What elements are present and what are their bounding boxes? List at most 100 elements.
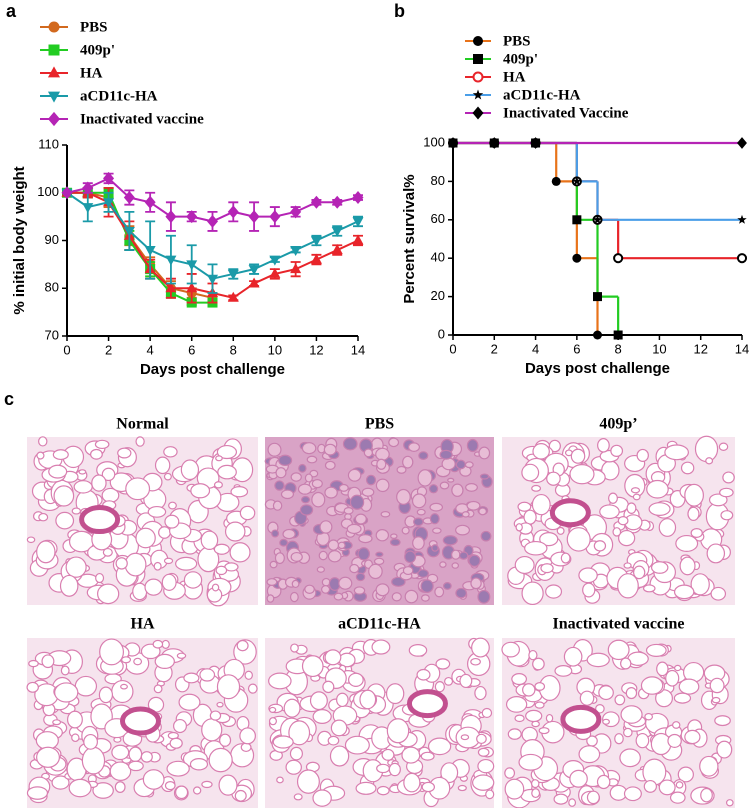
alveolus <box>645 643 667 657</box>
alveolus <box>54 682 79 703</box>
alveolus <box>280 489 295 500</box>
y-tick-label: 80 <box>45 280 59 295</box>
alveolus <box>290 472 302 482</box>
alveolus <box>434 681 445 693</box>
alveolus <box>548 439 561 453</box>
alveolus <box>481 707 493 719</box>
alveolus <box>684 729 701 745</box>
alveolus <box>708 493 728 507</box>
alveolus <box>441 457 456 471</box>
alveolus <box>421 594 430 602</box>
x-tick-label: 14 <box>351 342 365 357</box>
alveolus <box>176 652 187 659</box>
alveolus <box>239 505 256 521</box>
alveolus <box>566 527 591 552</box>
x-tick-label: 14 <box>735 341 749 356</box>
alveolus <box>41 654 55 669</box>
alveolus <box>289 591 299 603</box>
legend-marker <box>47 111 61 127</box>
histology-image <box>26 638 258 808</box>
alveolus <box>614 694 626 706</box>
alveolus <box>274 480 285 491</box>
marker <box>290 263 302 274</box>
alveolus <box>427 737 452 756</box>
alveolus <box>236 639 249 652</box>
alveolus <box>596 774 611 790</box>
legend-label: 409p' <box>80 42 115 58</box>
alveolus <box>722 471 735 484</box>
alveolus <box>125 477 151 501</box>
alveolus <box>402 566 414 576</box>
alveolus <box>348 672 364 687</box>
alveolus <box>349 494 365 510</box>
alveolus <box>460 734 470 741</box>
alveolus <box>635 732 650 749</box>
marker <box>269 267 281 278</box>
alveolus <box>244 670 253 680</box>
x-axis-label: Days post challenge <box>525 360 670 377</box>
alveolus <box>554 665 573 677</box>
alveolus <box>338 483 349 492</box>
alveolus <box>36 540 56 564</box>
alveolus <box>464 461 474 469</box>
alveolus <box>199 668 216 682</box>
alveolus <box>368 563 383 580</box>
alveolus <box>440 762 459 784</box>
alveolus <box>700 787 713 803</box>
histology-image <box>26 436 258 607</box>
alveolus <box>667 733 682 748</box>
marker <box>331 244 343 255</box>
alveolus <box>522 683 536 697</box>
alveolus <box>26 786 49 800</box>
legend-marker <box>472 89 484 100</box>
alveolus <box>318 550 328 561</box>
alveolus <box>432 527 442 534</box>
alveolus <box>74 675 98 697</box>
alveolus <box>623 786 642 802</box>
alveolus <box>714 715 731 727</box>
alveolus <box>429 502 444 512</box>
alveolus <box>60 665 70 676</box>
alveolus <box>478 507 487 516</box>
marker <box>123 226 135 237</box>
alveolus <box>301 655 324 678</box>
alveolus <box>111 679 134 704</box>
alveolus <box>166 760 190 777</box>
alveolus <box>664 444 689 461</box>
alveolus <box>421 781 436 793</box>
alveolus <box>68 778 92 798</box>
alveolus <box>321 585 331 594</box>
alveolus <box>301 442 317 455</box>
x-tick-label: 0 <box>63 342 70 357</box>
alveolus <box>656 661 669 677</box>
alveolus <box>479 473 490 480</box>
alveolus <box>504 767 516 779</box>
marker <box>310 236 322 247</box>
alveolus <box>208 747 233 773</box>
alveolus <box>78 469 87 475</box>
alveolus <box>319 520 333 534</box>
alveolus <box>521 581 544 606</box>
alveolus <box>140 751 153 763</box>
alveolus <box>209 710 222 721</box>
alveolus <box>470 657 481 666</box>
alveolus <box>716 740 733 759</box>
alveolus <box>147 505 167 518</box>
alveolus <box>357 547 371 561</box>
alveolus <box>48 464 68 479</box>
alveolus <box>455 459 466 470</box>
legend-marker <box>473 54 483 64</box>
alveolus <box>570 448 586 464</box>
alveolus <box>153 561 162 571</box>
legend-label: Inactivated Vaccine <box>503 105 629 121</box>
alveolus <box>278 454 293 467</box>
alveolus <box>643 779 658 793</box>
panel-label: c <box>4 389 14 409</box>
panel-label: b <box>394 1 405 21</box>
alveolus <box>330 719 348 737</box>
marker <box>207 214 218 228</box>
marker <box>613 330 623 340</box>
alveolus <box>115 557 128 570</box>
alveolus <box>128 760 144 772</box>
alveolus <box>428 484 439 494</box>
